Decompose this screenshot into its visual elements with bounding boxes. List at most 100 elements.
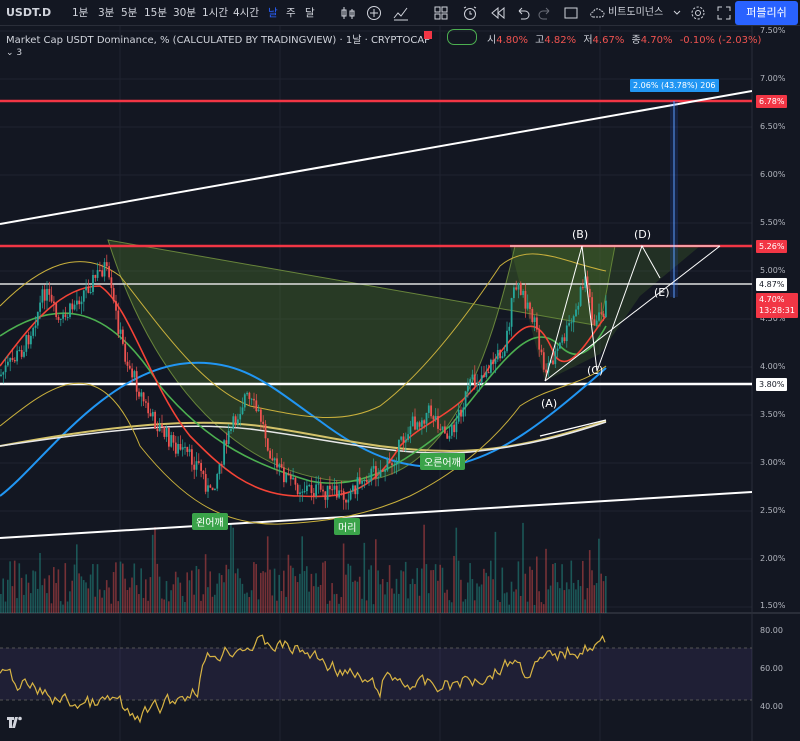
candle-body <box>471 374 474 380</box>
replay-icon[interactable] <box>490 5 506 21</box>
volume-bar <box>414 584 416 613</box>
expand-icon[interactable] <box>716 5 732 21</box>
volume-bar <box>64 563 67 613</box>
timeframe-month[interactable]: 달 <box>305 7 315 19</box>
market-status-icon[interactable] <box>447 29 477 45</box>
volume-bar <box>27 582 30 613</box>
volume-bar <box>531 569 533 613</box>
timeframe-1h[interactable]: 1시간 <box>202 7 229 19</box>
settings-gear-icon[interactable] <box>690 5 706 21</box>
volume-bar <box>342 543 345 613</box>
indicators-icon[interactable] <box>393 5 409 21</box>
volume-bar <box>227 569 230 613</box>
candle-body <box>195 461 198 470</box>
candle-body <box>34 325 37 328</box>
volume-bar <box>133 563 136 613</box>
fullscreen-icon[interactable] <box>563 5 579 21</box>
candle-body <box>237 419 239 425</box>
timeframe-3m[interactable]: 3분 <box>98 7 115 19</box>
redo-icon[interactable] <box>537 5 553 21</box>
volume-bar <box>492 579 494 613</box>
candle-body <box>411 416 414 427</box>
candle-body <box>496 350 499 360</box>
price-tick: 6.00% <box>760 170 786 179</box>
volume-bar <box>347 563 349 613</box>
add-indicator-icon[interactable] <box>366 5 382 21</box>
candle-body <box>400 436 403 440</box>
volume-bar <box>197 569 200 613</box>
candle-body <box>69 303 71 317</box>
price-tick: 6.50% <box>760 122 786 131</box>
candles-icon[interactable] <box>340 5 356 21</box>
timeframe-1m[interactable]: 1분 <box>72 7 89 19</box>
candle-body <box>30 335 32 345</box>
volume-bar <box>266 536 269 613</box>
volume-bar <box>453 555 455 613</box>
layout-name[interactable]: 비트도미넌스 <box>608 7 664 18</box>
candle-body <box>197 461 200 463</box>
candle-body <box>460 409 462 417</box>
layout-grid-icon[interactable] <box>433 5 449 21</box>
timeframe-15m[interactable]: 15분 <box>144 7 168 19</box>
volume-bar <box>241 583 244 613</box>
volume-bar <box>310 573 313 613</box>
candle-body <box>409 426 412 435</box>
candle-body <box>329 485 331 490</box>
timeframe-30m[interactable]: 30분 <box>173 7 197 19</box>
candle-body <box>469 379 472 386</box>
candle-body <box>94 275 97 278</box>
candle-body <box>62 314 64 319</box>
volume-bar <box>547 589 550 613</box>
candle-body <box>177 444 179 454</box>
volume-bar <box>315 573 317 613</box>
candle-body <box>575 309 577 317</box>
candle-body <box>492 359 495 364</box>
timeframe-4h[interactable]: 4시간 <box>233 7 260 19</box>
volume-bar <box>43 578 46 613</box>
volume-bar <box>161 598 163 613</box>
top-toolbar: USDT.D 1분 3분 5분 15분 30분 1시간 4시간 날 주 달 비트… <box>0 0 800 26</box>
volume-bar <box>471 579 474 613</box>
candle-body <box>455 421 458 433</box>
candle-body <box>517 283 520 290</box>
volume-bar <box>55 583 57 613</box>
candle-body <box>434 416 437 420</box>
timeframe-week[interactable]: 주 <box>286 7 296 19</box>
volume-bar <box>237 568 239 613</box>
candle-body <box>246 392 248 395</box>
candle-body <box>64 314 67 318</box>
volume-bar <box>510 581 513 613</box>
candle-body <box>356 477 359 495</box>
candle-body <box>324 491 327 500</box>
rising-support-line <box>539 419 607 437</box>
indicators-toggle[interactable]: ⌄ 3 <box>6 48 23 58</box>
candle-body <box>135 371 138 392</box>
volume-bar <box>565 582 568 613</box>
candle-body <box>133 371 136 378</box>
candle-body <box>306 485 308 492</box>
volume-bar <box>278 574 280 613</box>
volume-bar <box>308 591 310 613</box>
timeframe-day[interactable]: 날 <box>268 7 278 19</box>
chevron-down-icon[interactable] <box>672 5 682 21</box>
alert-clock-icon[interactable] <box>462 5 478 21</box>
candle-body <box>538 329 541 350</box>
chart-canvas[interactable] <box>0 26 800 741</box>
volume-bar <box>289 565 292 613</box>
cloud-icon[interactable] <box>589 5 605 21</box>
undo-icon[interactable] <box>515 5 531 21</box>
candle-body <box>131 368 133 378</box>
volume-bar <box>163 599 165 613</box>
publish-button[interactable]: 퍼블리쉬 <box>735 1 798 25</box>
candle-body <box>227 430 230 444</box>
symbol-button[interactable]: USDT.D <box>6 6 52 19</box>
wave-label-b: (B) <box>572 228 589 241</box>
timeframe-5m[interactable]: 5분 <box>121 7 138 19</box>
candle-body <box>99 270 101 272</box>
candle-body <box>230 428 232 431</box>
volume-bar <box>151 534 154 613</box>
volume-bar <box>62 604 64 613</box>
candle-body <box>572 316 575 323</box>
volume-bar <box>99 589 101 613</box>
volume-bar <box>352 581 354 613</box>
